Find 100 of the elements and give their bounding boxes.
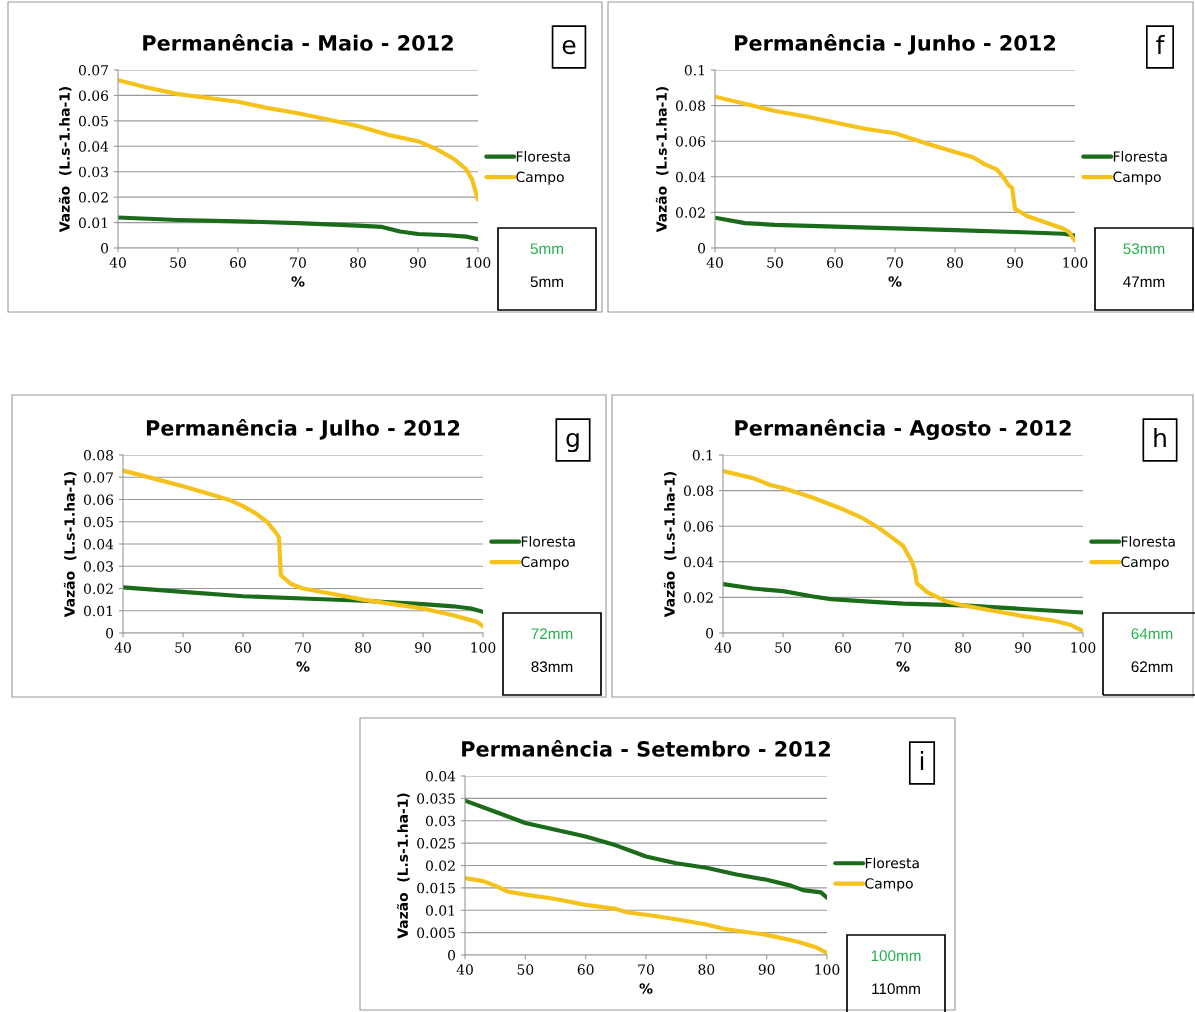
y-tick-label: 0.02 [78, 192, 108, 203]
text: 47mm [1123, 276, 1165, 287]
x-tick-label: 80 [355, 642, 371, 653]
y-tick-label: 0.02 [425, 860, 455, 871]
legend-label: Floresta [1113, 150, 1167, 162]
text: h [1154, 427, 1166, 447]
text: 110mm [872, 983, 920, 995]
x-axis-title: % [639, 983, 653, 994]
text: g [566, 432, 579, 453]
x-tick-label: 50 [767, 257, 783, 268]
y-axis-title: Vazão (L.s-1.ha-1) [663, 471, 677, 618]
x-tick-label: 100 [471, 642, 496, 653]
x-tick-label: 60 [235, 642, 251, 653]
chart-title: Permanência - Julho - 2012 [146, 418, 460, 440]
legend-label: Floresta [1121, 535, 1175, 547]
x-axis-title: % [296, 661, 310, 672]
text: 83mm [531, 661, 573, 673]
y-tick-label: 0.08 [683, 485, 714, 497]
x-axis-title: % [896, 661, 910, 672]
y-tick-label: 0.1 [692, 449, 712, 461]
y-tick-label: 0.005 [417, 927, 455, 939]
text: e [562, 39, 576, 55]
x-tick-label: 100 [815, 964, 840, 975]
x-tick-label: 40 [109, 257, 126, 268]
x-tick-label: 40 [706, 257, 723, 268]
y-tick-label: 0.08 [675, 100, 706, 112]
legend-label: Campo [1113, 171, 1161, 185]
x-tick-label: 60 [230, 257, 246, 268]
y-tick-label: 0.04 [425, 770, 456, 782]
text: i [920, 750, 924, 770]
x-tick-label: 50 [170, 257, 186, 268]
line-series [715, 215, 1075, 238]
y-tick-label: 0.035 [417, 793, 455, 804]
text: 5mm [530, 276, 563, 288]
chart-title: Permanência - Agosto - 2012 [735, 418, 1071, 441]
y-tick-label: 0.02 [683, 592, 713, 603]
legend-label: Floresta [865, 857, 919, 869]
legend-label: Campo [865, 878, 913, 892]
legend-label: Floresta [521, 535, 575, 547]
x-tick-label: 90 [410, 257, 426, 268]
y-tick-label: 0.06 [78, 90, 109, 101]
y-tick-label: 0.03 [78, 166, 108, 178]
text: f [1156, 34, 1165, 54]
y-tick-label: 0 [698, 242, 706, 254]
y-axis-title: Vazão (L.s-1.ha-1) [396, 793, 410, 939]
chart-title: Permanência - Junho - 2012 [735, 33, 1056, 55]
x-tick-label: 60 [835, 642, 851, 653]
y-tick-label: 0.02 [675, 207, 705, 218]
x-tick-label: 90 [1007, 257, 1023, 268]
y-tick-label: 0.04 [675, 171, 706, 183]
x-tick-label: 70 [887, 257, 903, 268]
legend-label: Campo [1121, 556, 1169, 570]
y-tick-label: 0 [448, 949, 456, 961]
y-axis-title: Vazão (L.s-1.ha-1) [58, 86, 72, 233]
x-tick-label: 70 [290, 257, 306, 268]
x-tick-label: 90 [758, 964, 775, 975]
legend-label: Campo [516, 171, 564, 185]
x-tick-label: 80 [955, 642, 971, 653]
x-tick-label: 50 [175, 642, 191, 653]
y-tick-label: 0 [101, 242, 109, 254]
x-tick-label: 80 [947, 257, 963, 268]
y-tick-label: 0.01 [425, 905, 454, 916]
text: 5mm [530, 243, 563, 255]
y-tick-label: 0.08 [83, 449, 114, 461]
x-tick-label: 70 [638, 964, 654, 975]
x-tick-label: 100 [1071, 642, 1096, 653]
text: 62mm [1131, 661, 1173, 673]
x-axis-title: % [888, 276, 902, 287]
y-tick-label: 0.01 [83, 605, 112, 617]
chart-title: Permanência - Setembro - 2012 [462, 739, 830, 757]
x-tick-label: 70 [295, 642, 311, 653]
x-tick-label: 90 [415, 642, 431, 653]
y-tick-label: 0.04 [683, 556, 714, 568]
y-tick-label: 0.025 [417, 838, 455, 849]
x-tick-label: 40 [714, 642, 731, 653]
y-tick-label: 0.06 [683, 521, 714, 532]
x-tick-label: 90 [1015, 642, 1031, 653]
y-tick-label: 0.02 [83, 583, 113, 594]
x-tick-label: 80 [350, 257, 366, 268]
y-axis-title: Vazão (L.s-1.ha-1) [655, 86, 669, 233]
text: 53mm [1123, 243, 1165, 255]
x-tick-label: 40 [114, 642, 131, 653]
y-tick-label: 0.03 [83, 561, 113, 572]
y-tick-label: 0.05 [78, 115, 108, 127]
x-tick-label: 50 [517, 964, 534, 975]
x-tick-label: 60 [827, 257, 843, 268]
y-tick-label: 0.015 [417, 882, 455, 894]
text: 72mm [531, 628, 573, 639]
x-tick-label: 80 [698, 964, 715, 975]
y-tick-label: 0.06 [675, 136, 706, 147]
chart-title: Permanência - Maio - 2012 [143, 33, 453, 51]
y-tick-label: 0.03 [425, 815, 455, 827]
y-tick-label: 0 [106, 627, 114, 639]
x-tick-label: 100 [1063, 257, 1088, 268]
x-tick-label: 40 [456, 964, 473, 975]
y-tick-label: 0 [706, 627, 714, 639]
x-tick-label: 70 [895, 642, 911, 653]
y-tick-label: 0.1 [684, 64, 704, 76]
y-tick-label: 0.07 [78, 64, 108, 76]
y-tick-label: 0.01 [78, 217, 107, 229]
